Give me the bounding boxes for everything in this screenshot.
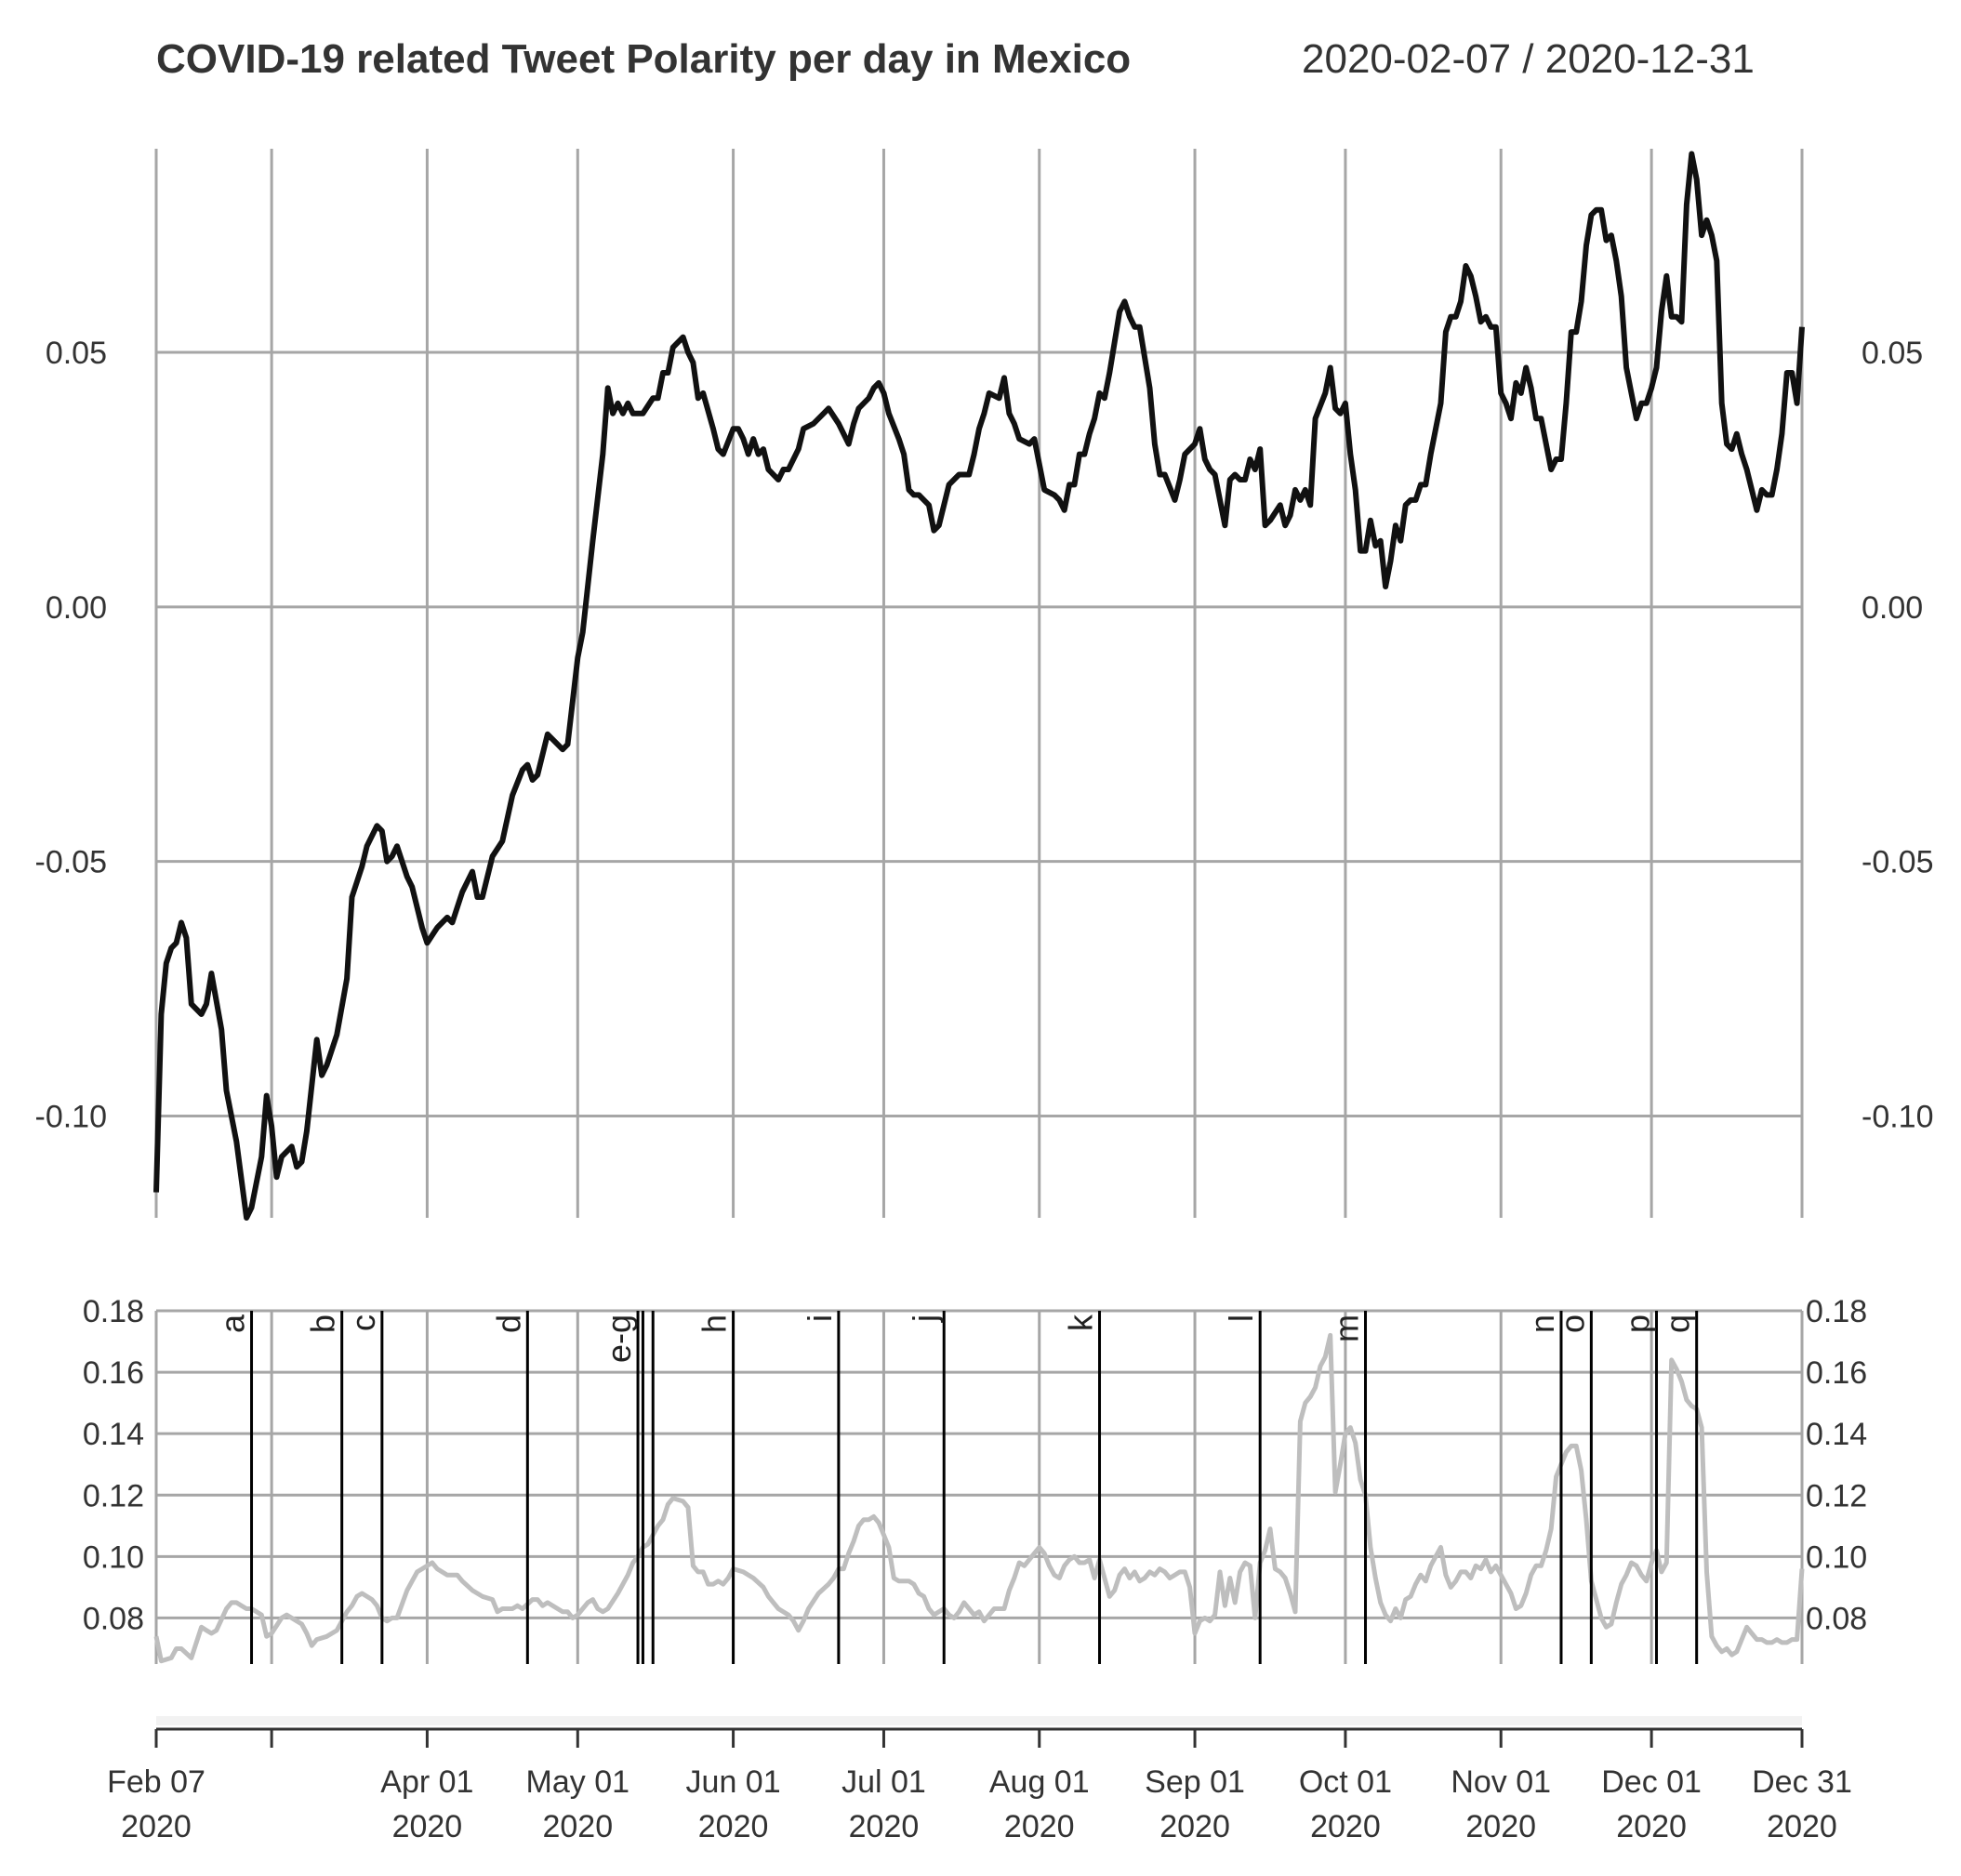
event-label: b bbox=[304, 1315, 342, 1333]
x-tick-label-month: Nov 01 bbox=[1451, 1764, 1551, 1800]
event-label: m bbox=[1328, 1315, 1366, 1342]
event-label: d bbox=[489, 1315, 527, 1333]
x-tick-label-year: 2020 bbox=[1004, 1809, 1075, 1844]
x-tick-label-year: 2020 bbox=[1616, 1809, 1687, 1844]
x-tick-label-month: Dec 01 bbox=[1601, 1764, 1702, 1800]
y-tick-label-right: 0.12 bbox=[1806, 1478, 1867, 1513]
bottom-panel-grid bbox=[154, 1309, 1804, 1664]
bottom-panel-series bbox=[153, 1332, 1805, 1664]
top-panel-grid bbox=[154, 149, 1804, 1218]
y-tick-label-left: -0.10 bbox=[35, 1099, 108, 1134]
x-tick-label-month: Dec 31 bbox=[1752, 1764, 1852, 1800]
x-tick-label-month: Jul 01 bbox=[841, 1764, 926, 1800]
y-tick-label-right: 0.00 bbox=[1862, 590, 1923, 626]
chart-title: COVID-19 related Tweet Polarity per day … bbox=[156, 36, 1131, 82]
series-line bbox=[153, 1332, 1805, 1664]
y-tick-label-right: 0.16 bbox=[1806, 1355, 1867, 1391]
y-tick-label-left: 0.12 bbox=[83, 1478, 144, 1513]
y-tick-label-right: 0.14 bbox=[1806, 1417, 1867, 1452]
event-label: q bbox=[1659, 1315, 1697, 1333]
event-label: i bbox=[801, 1315, 839, 1322]
y-tick-label-left: 0.05 bbox=[46, 336, 107, 371]
event-label: n bbox=[1523, 1315, 1561, 1333]
y-tick-label-left: -0.05 bbox=[35, 845, 108, 880]
y-tick-label-left: 0.18 bbox=[83, 1294, 144, 1329]
y-tick-label-left: 0.08 bbox=[83, 1601, 144, 1636]
chart-subtitle: 2020-02-07 / 2020-12-31 bbox=[1302, 36, 1755, 82]
event-label: a bbox=[214, 1314, 252, 1333]
x-tick-label-year: 2020 bbox=[1465, 1809, 1536, 1844]
event-label: p bbox=[1619, 1315, 1657, 1333]
x-tick-label-year: 2020 bbox=[542, 1809, 613, 1844]
x-tick-label-month: Oct 01 bbox=[1299, 1764, 1392, 1800]
x-tick-label-year: 2020 bbox=[849, 1809, 920, 1844]
x-tick-label-month: Apr 01 bbox=[380, 1764, 473, 1800]
top-panel-y-axis: -0.10 -0.10 -0.05 -0.05 0.00 0.00 0.05 0.05 bbox=[35, 336, 1934, 1134]
series-line bbox=[153, 151, 1805, 1221]
event-label: h bbox=[696, 1315, 734, 1333]
x-tick-label-year: 2020 bbox=[1767, 1809, 1837, 1844]
event-label: k bbox=[1062, 1314, 1100, 1331]
event-label: e-g bbox=[600, 1315, 638, 1363]
bottom-panel-events: a b c d e-g h i j k l m no p q bbox=[214, 1311, 1699, 1664]
y-tick-label-right: -0.05 bbox=[1862, 845, 1934, 880]
event-label: l bbox=[1222, 1315, 1260, 1322]
y-tick-label-right: -0.10 bbox=[1862, 1099, 1934, 1134]
x-tick-label-month: Jun 01 bbox=[686, 1764, 781, 1800]
x-tick-label-year: 2020 bbox=[121, 1809, 192, 1844]
x-axis: Feb 07 2020 Apr 01 2020 May 01 2020 Jun 01 2020… bbox=[107, 1716, 1852, 1844]
x-tick-label-month: Aug 01 bbox=[989, 1764, 1090, 1800]
x-tick-label-year: 2020 bbox=[1159, 1809, 1230, 1844]
x-tick-label-year: 2020 bbox=[392, 1809, 463, 1844]
bottom-panel-y-axis: 0.08 0.08 0.10 0.10 0.12 0.12 0.14 0.14 0.16 0.16… bbox=[83, 1294, 1867, 1636]
event-label: c bbox=[344, 1315, 382, 1331]
y-tick-label-right: 0.18 bbox=[1806, 1294, 1867, 1329]
event-label: o bbox=[1553, 1315, 1591, 1333]
y-tick-label-right: 0.10 bbox=[1806, 1539, 1867, 1575]
x-tick-label-month: Feb 07 bbox=[107, 1764, 205, 1800]
y-tick-label-left: 0.00 bbox=[46, 590, 107, 626]
y-tick-label-left: 0.14 bbox=[83, 1417, 144, 1452]
y-tick-label-left: 0.10 bbox=[83, 1539, 144, 1575]
event-label: j bbox=[906, 1315, 944, 1323]
x-tick-label-year: 2020 bbox=[1310, 1809, 1381, 1844]
range-bar bbox=[156, 1716, 1802, 1725]
y-tick-label-right: 0.08 bbox=[1806, 1601, 1867, 1636]
y-tick-label-right: 0.05 bbox=[1862, 336, 1923, 371]
top-panel-series bbox=[153, 151, 1805, 1221]
x-tick-label-month: May 01 bbox=[526, 1764, 630, 1800]
x-tick-label-year: 2020 bbox=[698, 1809, 769, 1844]
x-tick-label-month: Sep 01 bbox=[1145, 1764, 1245, 1800]
y-tick-label-left: 0.16 bbox=[83, 1355, 144, 1391]
